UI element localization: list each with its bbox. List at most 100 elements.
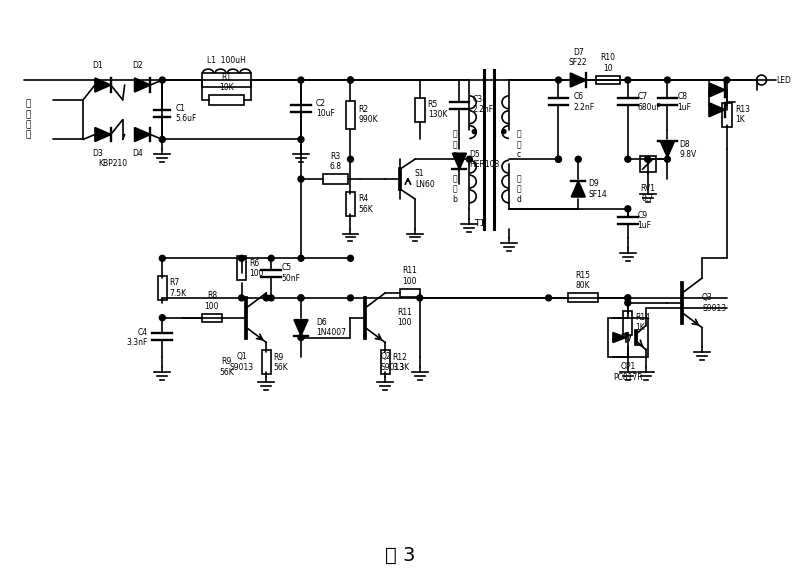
Circle shape [159, 255, 166, 261]
Bar [346, 101, 355, 128]
Circle shape [502, 129, 506, 134]
Circle shape [472, 129, 476, 134]
Circle shape [347, 255, 354, 261]
Polygon shape [134, 78, 150, 92]
Text: R10
10: R10 10 [601, 53, 615, 73]
Text: D5
HER108: D5 HER108 [470, 150, 499, 169]
Circle shape [298, 77, 304, 83]
Circle shape [546, 295, 551, 301]
Text: R11
100: R11 100 [402, 266, 418, 286]
Polygon shape [571, 181, 586, 197]
Bar [210, 95, 244, 105]
Polygon shape [709, 103, 725, 117]
Text: C9
1uF: C9 1uF [638, 211, 652, 231]
Bar [596, 76, 620, 84]
Bar [415, 98, 425, 121]
Text: L1  100uH: L1 100uH [207, 56, 246, 65]
Text: C8
1uF: C8 1uF [678, 92, 691, 112]
Circle shape [298, 335, 304, 340]
Circle shape [268, 295, 274, 301]
Text: D2: D2 [132, 61, 143, 70]
Text: R9
56K: R9 56K [219, 357, 234, 377]
Text: Q1
S9013: Q1 S9013 [230, 353, 254, 372]
Text: 交
流
市
电: 交 流 市 电 [26, 99, 31, 140]
Text: R6
100: R6 100 [249, 258, 263, 278]
Circle shape [555, 156, 562, 162]
Text: D3: D3 [93, 149, 103, 158]
Circle shape [625, 295, 630, 301]
Text: R5
130K: R5 130K [428, 100, 447, 120]
Circle shape [575, 156, 582, 162]
Text: R1
10K: R1 10K [219, 72, 234, 92]
Circle shape [298, 295, 304, 301]
Text: 绕
组
b: 绕 组 b [452, 174, 457, 204]
Text: OP1
PC817R: OP1 PC817R [613, 362, 642, 381]
Bar [568, 294, 598, 302]
Text: RV1
0.7: RV1 0.7 [640, 184, 655, 203]
Text: Q2
S9013: Q2 S9013 [380, 353, 404, 372]
Bar [202, 314, 222, 322]
Circle shape [298, 255, 304, 261]
Circle shape [555, 77, 562, 83]
Circle shape [625, 206, 630, 212]
Text: R4
56K: R4 56K [358, 194, 373, 213]
Bar [237, 256, 246, 280]
Text: R8
100: R8 100 [205, 291, 219, 311]
Bar [322, 174, 349, 184]
Text: D8
9.8V: D8 9.8V [679, 140, 697, 159]
Text: 绕
组
c: 绕 组 c [517, 129, 521, 160]
Text: R11
100: R11 100 [398, 308, 412, 327]
Text: C5
50nF: C5 50nF [281, 264, 300, 283]
Text: D7
SF22: D7 SF22 [569, 48, 587, 67]
Polygon shape [294, 320, 308, 336]
Text: D4: D4 [132, 149, 143, 158]
Text: C2
10uF: C2 10uF [316, 99, 334, 118]
Circle shape [238, 295, 245, 301]
Text: R7
7.5K: R7 7.5K [170, 279, 187, 298]
Circle shape [347, 156, 354, 162]
Polygon shape [453, 153, 466, 169]
Circle shape [263, 295, 270, 301]
Text: S1
LN60: S1 LN60 [415, 169, 434, 189]
Text: Q3
S9013: Q3 S9013 [702, 293, 726, 313]
Circle shape [665, 77, 670, 83]
Text: R13
1K: R13 1K [734, 105, 750, 124]
Circle shape [645, 156, 650, 162]
Text: R14
1K: R14 1K [635, 313, 650, 332]
Text: R9
56K: R9 56K [274, 353, 289, 372]
Bar [623, 311, 632, 335]
Text: KBP210: KBP210 [98, 160, 127, 168]
Text: R12
3.3K: R12 3.3K [393, 353, 410, 372]
Circle shape [724, 77, 730, 83]
Text: R3
6.8: R3 6.8 [330, 152, 342, 171]
Circle shape [238, 255, 245, 261]
Bar [722, 103, 732, 127]
Polygon shape [95, 78, 111, 92]
Bar [381, 350, 390, 374]
Bar [202, 73, 251, 87]
Polygon shape [613, 332, 626, 343]
Text: D1: D1 [93, 61, 103, 70]
Circle shape [159, 315, 166, 321]
Text: C4
3.3nF: C4 3.3nF [126, 328, 147, 347]
Bar [640, 156, 655, 172]
Circle shape [555, 156, 562, 162]
Circle shape [298, 295, 304, 301]
Circle shape [347, 295, 354, 301]
Text: C7
680uF: C7 680uF [638, 92, 662, 112]
Text: C3
2.2nF: C3 2.2nF [472, 95, 494, 114]
Circle shape [298, 136, 304, 142]
Text: C6
2.2nF: C6 2.2nF [574, 92, 594, 112]
Text: 绕
组
d: 绕 组 d [517, 174, 522, 204]
Polygon shape [570, 73, 586, 87]
Circle shape [665, 156, 670, 162]
Bar [158, 276, 166, 300]
Text: C1
5.6uF: C1 5.6uF [175, 104, 197, 123]
Text: LED: LED [776, 76, 791, 84]
Circle shape [159, 77, 166, 83]
Bar [346, 192, 355, 216]
Polygon shape [134, 128, 150, 142]
Circle shape [159, 136, 166, 142]
Circle shape [347, 77, 354, 83]
Circle shape [347, 77, 354, 83]
